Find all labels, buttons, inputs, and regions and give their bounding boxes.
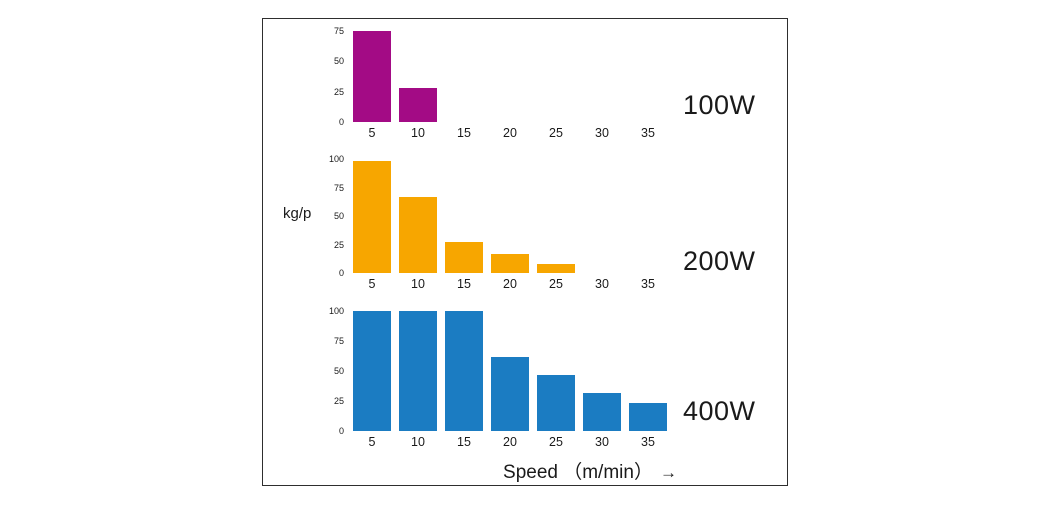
x-axis-100w: 5 10 15 20 25 30 35 <box>349 126 671 140</box>
x-axis-200w: 5 10 15 20 25 30 35 <box>349 277 671 291</box>
chart-100w: 0 25 50 75 5 10 15 20 25 30 35 <box>319 27 671 141</box>
y-tick-label-400w-25: 25 <box>333 396 344 406</box>
x-tick-label-100w-20: 20 <box>503 126 517 140</box>
bar-200w-speed-5 <box>353 161 391 273</box>
chart-400w: 0 25 50 75 100 5 10 15 20 25 30 35 <box>319 307 671 449</box>
x-tick-label-400w-30: 30 <box>595 435 609 449</box>
y-axis-100w: 0 25 50 75 <box>319 27 349 127</box>
x-tick-label-400w-15: 15 <box>457 435 471 449</box>
x-tick-label-100w-10: 10 <box>411 126 425 140</box>
bar-400w-speed-20 <box>491 356 529 431</box>
x-tick-label-100w-30: 30 <box>595 126 609 140</box>
x-tick-label-200w-15: 15 <box>457 277 471 291</box>
plot-wrap-100w: 5 10 15 20 25 30 35 <box>349 31 671 140</box>
right-arrow-icon: → <box>659 463 677 482</box>
bar-400w-speed-35 <box>629 403 667 431</box>
y-axis-200w: 0 25 50 75 100 <box>319 155 349 278</box>
bar-200w-speed-20 <box>491 253 529 273</box>
bar-400w-speed-5 <box>353 311 391 431</box>
y-tick-label-200w-50: 50 <box>333 211 344 221</box>
x-tick-label-100w-5: 5 <box>368 126 376 140</box>
bar-200w-speed-25 <box>537 263 575 273</box>
plot-wrap-400w: 5 10 15 20 25 30 35 <box>349 311 671 449</box>
x-tick-label-200w-30: 30 <box>595 277 609 291</box>
bar-100w-speed-10 <box>399 88 437 122</box>
x-tick-label-200w-20: 20 <box>503 277 517 291</box>
y-tick-label-400w-100: 100 <box>328 306 344 316</box>
x-tick-label-400w-10: 10 <box>411 435 425 449</box>
x-axis-400w: 5 10 15 20 25 30 35 <box>349 435 671 449</box>
y-tick-label-400w-50: 50 <box>333 366 344 376</box>
x-tick-label-200w-25: 25 <box>549 277 563 291</box>
plot-wrap-200w: 5 10 15 20 25 30 35 <box>349 159 671 291</box>
bar-400w-speed-10 <box>399 311 437 431</box>
y-tick-label-400w-0: 0 <box>338 426 344 436</box>
y-axis-400w: 0 25 50 75 100 <box>319 307 349 436</box>
x-tick-label-100w-35: 35 <box>641 126 655 140</box>
plot-area-400w <box>349 311 671 431</box>
chart-200w: 0 25 50 75 100 5 10 15 20 25 30 35 <box>319 155 671 292</box>
y-tick-label-100w-25: 25 <box>333 86 344 97</box>
x-axis-label: Speed （m/min） → <box>393 457 787 484</box>
x-tick-label-400w-25: 25 <box>549 435 563 449</box>
y-axis-label: kg/p <box>283 205 312 222</box>
plot-area-100w <box>349 31 671 122</box>
y-tick-label-200w-75: 75 <box>333 182 344 193</box>
y-tick-label-200w-0: 0 <box>338 268 344 278</box>
x-tick-label-200w-5: 5 <box>368 277 376 291</box>
bar-400w-speed-25 <box>537 374 575 431</box>
x-tick-label-400w-35: 35 <box>641 435 655 449</box>
x-tick-label-200w-10: 10 <box>411 277 425 291</box>
y-tick-label-100w-50: 50 <box>333 56 344 67</box>
plot-area-200w <box>349 159 671 273</box>
x-tick-label-100w-15: 15 <box>457 126 471 140</box>
y-tick-label-100w-75: 75 <box>333 26 344 36</box>
bar-200w-speed-10 <box>399 196 437 273</box>
bar-400w-speed-30 <box>583 392 621 431</box>
x-tick-label-200w-35: 35 <box>641 277 655 291</box>
bar-200w-speed-15 <box>445 242 483 273</box>
bar-400w-speed-15 <box>445 311 483 431</box>
y-tick-label-200w-100: 100 <box>328 154 344 164</box>
series-label-100w: 100W <box>683 90 756 120</box>
x-tick-label-400w-20: 20 <box>503 435 517 449</box>
y-tick-label-400w-75: 75 <box>333 336 344 346</box>
series-label-200w: 200W <box>683 246 756 276</box>
x-tick-label-100w-25: 25 <box>549 126 563 140</box>
series-label-400w: 400W <box>683 396 756 426</box>
chart-frame: 0 25 50 75 5 10 15 20 25 30 35 0 25 50 75 100 5 10 15 20… <box>262 18 788 486</box>
y-tick-label-200w-25: 25 <box>333 239 344 250</box>
x-tick-label-400w-5: 5 <box>368 435 376 449</box>
bar-100w-speed-5 <box>353 31 391 122</box>
x-axis-label-text: Speed （m/min） <box>503 462 653 483</box>
y-tick-label-100w-0: 0 <box>338 117 344 127</box>
